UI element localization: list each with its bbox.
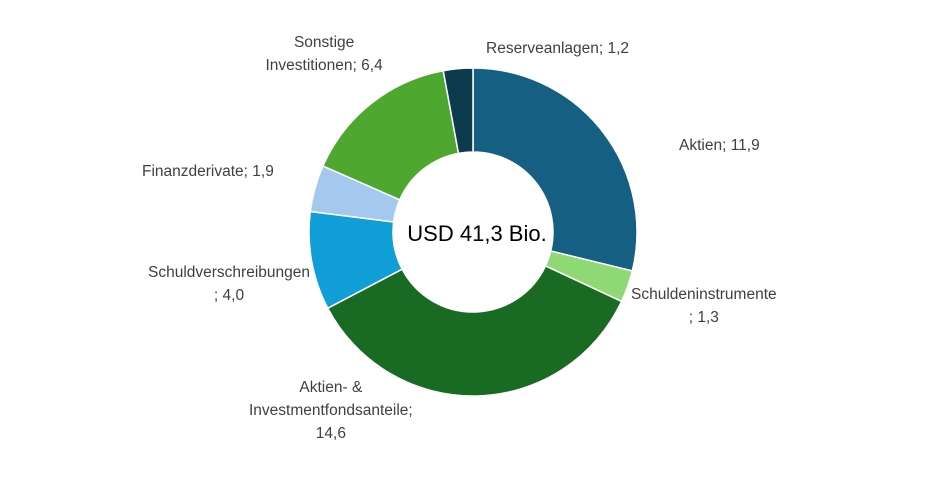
slice-label-line: Aktien- & — [299, 379, 363, 396]
slice-label-1: Schuldeninstrumente ; 1,3 — [631, 283, 777, 329]
slice-label-0: Aktien; 11,9 — [679, 134, 760, 157]
slice-label-line: Sonstige — [293, 34, 355, 51]
slice-label-line: Reserveanlagen; 1,2 — [486, 40, 630, 57]
slice-label-2: Aktien- & Investmentfondsanteile; 14,6 — [249, 376, 413, 445]
slice-label-3: Schuldverschreibungen ; 4,0 — [148, 261, 310, 307]
donut-slices — [308, 67, 638, 397]
slice-label-line: Investmentfondsanteile; — [249, 402, 413, 419]
slice-label-line: 14,6 — [315, 425, 346, 442]
slice-label-5: Sonstige Investitionen; 6,4 — [266, 31, 383, 77]
donut-slice-6 — [442, 67, 474, 155]
donut-slice-2 — [326, 264, 623, 397]
slice-label-line: Schuldeninstrumente — [631, 286, 777, 303]
slice-label-line: Aktien; 11,9 — [679, 137, 760, 154]
slice-label-line: Finanzderivate; 1,9 — [142, 163, 274, 180]
slice-label-line: Investitionen; 6,4 — [265, 57, 383, 74]
slice-label-line: Schuldverschreibungen — [148, 264, 310, 281]
center-total-label: USD 41,3 Bio. — [407, 221, 546, 246]
slice-label-4: Finanzderivate; 1,9 — [142, 160, 274, 183]
slice-label-6: Reserveanlagen; 1,2 — [486, 37, 629, 60]
slice-label-line: ; 4,0 — [213, 287, 245, 304]
slice-label-line: ; 1,3 — [688, 309, 719, 326]
donut-slice-0 — [472, 67, 638, 272]
